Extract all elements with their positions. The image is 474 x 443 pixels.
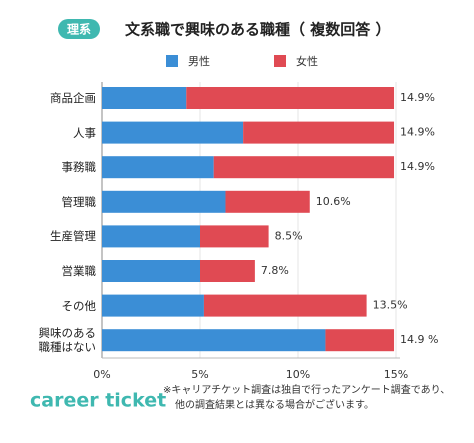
total-label: 14.9% bbox=[400, 126, 435, 139]
x-tick-label: 5% bbox=[191, 368, 208, 381]
badge: 理系 bbox=[67, 22, 91, 37]
note-line: 他の調査結果とは異なる場合がございます。 bbox=[175, 398, 374, 411]
legend-swatch bbox=[274, 55, 286, 67]
bar-segment bbox=[102, 329, 326, 352]
logo: career ticket bbox=[30, 390, 166, 412]
legend-label: 女性 bbox=[296, 54, 318, 68]
y-tick-label: 事務職 bbox=[61, 160, 97, 175]
chart-title: 文系職で興味のある職種（ 複数回答 ） bbox=[125, 21, 390, 39]
y-tick-label: 生産管理 bbox=[50, 229, 96, 244]
bar-segment bbox=[203, 294, 367, 317]
legend-label: 男性 bbox=[188, 54, 210, 68]
bar-segment bbox=[102, 190, 226, 213]
total-label: 8.5% bbox=[275, 229, 303, 242]
bar-segment bbox=[186, 87, 395, 109]
bar-segment bbox=[243, 121, 395, 144]
y-tick-label: 管理職 bbox=[61, 194, 97, 209]
total-label: 10.6% bbox=[316, 195, 351, 208]
x-tick-label: 0% bbox=[93, 368, 110, 381]
bar-segment bbox=[102, 225, 200, 248]
y-tick-label: 商品企画 bbox=[50, 91, 96, 105]
bar-segment bbox=[102, 156, 214, 179]
x-tick-label: 15% bbox=[384, 368, 408, 381]
bar-segment bbox=[102, 87, 187, 109]
bar-segment bbox=[102, 260, 200, 282]
legend-swatch bbox=[166, 55, 178, 67]
badge-bg bbox=[58, 19, 100, 39]
bar-segment bbox=[102, 294, 204, 317]
y-tick-label: その他 bbox=[61, 298, 97, 313]
total-label: 14.9% bbox=[400, 160, 435, 173]
note-line: ※キャリアチケット調査は独自で行ったアンケート調査であり、 bbox=[163, 383, 450, 396]
bar-segment bbox=[325, 329, 395, 352]
y-tick-label: 興味のある 職種はない bbox=[38, 326, 97, 355]
y-tick-label: 営業職 bbox=[61, 264, 97, 278]
bar-segment bbox=[225, 190, 310, 213]
y-tick-label: 人事 bbox=[73, 125, 96, 140]
bar-segment bbox=[200, 225, 269, 248]
bar-segment bbox=[102, 121, 244, 144]
total-label: 13.5% bbox=[373, 299, 408, 312]
total-label: 14.9% bbox=[400, 91, 435, 104]
x-tick-label: 10% bbox=[286, 368, 310, 381]
total-label: 14.9 % bbox=[400, 333, 438, 346]
total-label: 7.8% bbox=[261, 264, 289, 277]
bar-segment bbox=[213, 156, 395, 179]
bar-segment bbox=[200, 260, 255, 282]
